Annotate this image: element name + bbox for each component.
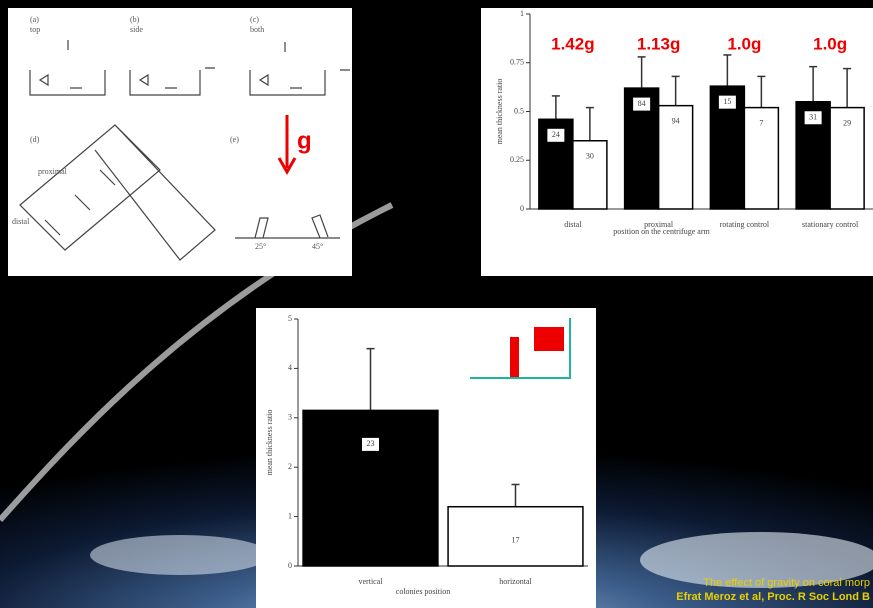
- diagram-label: (e): [230, 135, 239, 144]
- y-tick-label: 1: [288, 511, 292, 520]
- inset-square: [534, 327, 564, 351]
- n-label: 94: [672, 116, 680, 125]
- n-label: 24: [552, 130, 560, 139]
- gravity-label: g: [297, 127, 312, 154]
- annotation: 1.42g: [551, 34, 594, 53]
- n-label: 30: [586, 152, 594, 161]
- diagram-label: 45°: [312, 242, 323, 251]
- x-tick-label: vertical: [359, 577, 384, 586]
- n-label: 15: [723, 97, 731, 106]
- n-label: 29: [843, 118, 851, 127]
- diagram-label: distal: [12, 217, 30, 226]
- diagram-label: proximal: [38, 167, 68, 176]
- y-tick-label: 5: [288, 314, 292, 323]
- n-label: 7: [759, 118, 763, 127]
- cloud: [90, 535, 270, 575]
- y-axis-label: mean thickness ratio: [265, 410, 274, 476]
- x-axis-label: colonies position: [396, 587, 450, 596]
- slide: (a) top (b) side (c) both (d) (e) proxim…: [0, 0, 873, 608]
- annotation: 1.0g: [727, 34, 761, 53]
- diagram-label: (d): [30, 135, 40, 144]
- diagram-panel: (a) top (b) side (c) both (d) (e) proxim…: [8, 8, 352, 276]
- diagram-label: (c): [250, 15, 259, 24]
- diagram-label: (b): [130, 15, 140, 24]
- y-tick-label: 2: [288, 462, 292, 471]
- inset-bar: [510, 337, 519, 377]
- n-label: 84: [638, 99, 646, 108]
- n-label: 23: [367, 439, 375, 448]
- y-tick-label: 3: [288, 413, 292, 422]
- x-tick-label: rotating control: [720, 220, 770, 229]
- annotation: 1.0g: [813, 34, 847, 53]
- y-tick-label: 0: [288, 561, 292, 570]
- diagram-label: side: [130, 25, 143, 34]
- n-label: 31: [809, 113, 817, 122]
- diagram-label: (a): [30, 15, 39, 24]
- n-label: 17: [512, 536, 520, 545]
- y-tick-label: 0.5: [514, 106, 524, 115]
- diagram-label: 25°: [255, 242, 266, 251]
- annotation: 1.13g: [637, 34, 680, 53]
- x-tick-label: distal: [564, 220, 582, 229]
- x-tick-label: horizontal: [499, 577, 532, 586]
- x-tick-label: stationary control: [802, 220, 859, 229]
- x-axis-label: position on the centrifuge arm: [613, 227, 710, 236]
- y-tick-label: 1: [520, 9, 524, 18]
- y-tick-label: 0.25: [510, 155, 524, 164]
- y-tick-label: 4: [288, 363, 292, 372]
- bar: [303, 410, 438, 566]
- diagram-label: top: [30, 25, 40, 34]
- caption: The effect of gravity on coral morp: [703, 577, 870, 589]
- y-tick-label: 0.75: [510, 58, 524, 67]
- diagram-label: both: [250, 25, 264, 34]
- y-axis-label: mean thickness ratio: [495, 79, 504, 145]
- caption: Efrat Meroz et al, Proc. R Soc Lond B: [676, 591, 870, 603]
- y-tick-label: 0: [520, 204, 524, 213]
